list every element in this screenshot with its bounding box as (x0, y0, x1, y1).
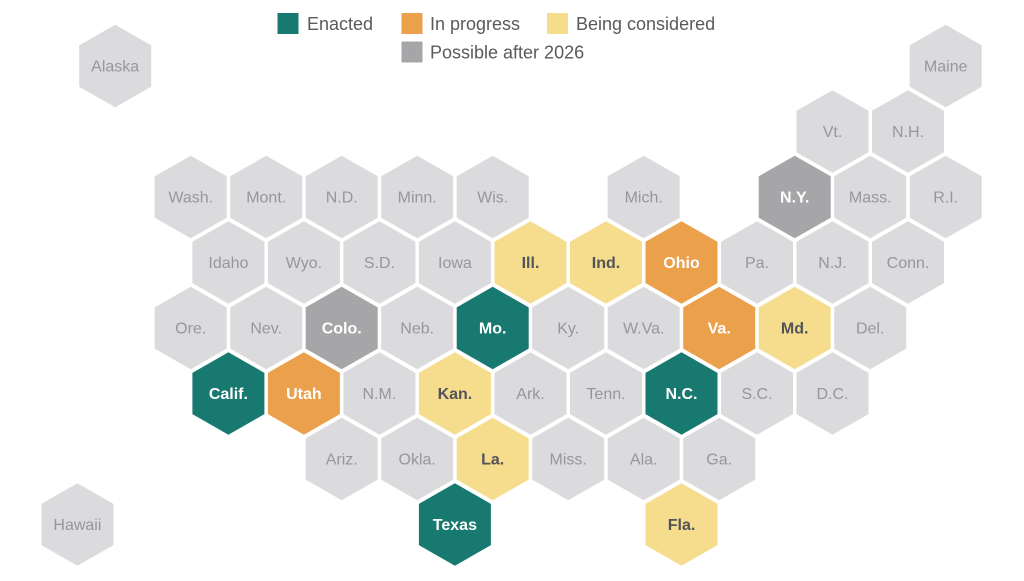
svg-text:Alaska: Alaska (91, 59, 139, 76)
svg-text:N.M.: N.M. (363, 386, 397, 403)
svg-text:N.C.: N.C. (666, 386, 698, 403)
svg-text:Utah: Utah (286, 386, 322, 403)
svg-text:Wash.: Wash. (168, 190, 213, 207)
svg-text:Possible after 2026: Possible after 2026 (430, 43, 584, 63)
svg-text:Okla.: Okla. (399, 452, 436, 469)
svg-text:Ark.: Ark. (516, 386, 544, 403)
svg-text:Hawaii: Hawaii (53, 517, 101, 534)
svg-text:Fla.: Fla. (668, 517, 696, 534)
svg-text:N.J.: N.J. (818, 255, 846, 272)
svg-text:S.C.: S.C. (741, 386, 772, 403)
svg-text:Nev.: Nev. (250, 321, 282, 338)
svg-text:Ore.: Ore. (175, 321, 206, 338)
svg-text:Ariz.: Ariz. (326, 452, 358, 469)
svg-text:N.D.: N.D. (326, 190, 358, 207)
svg-text:Miss.: Miss. (550, 452, 587, 469)
svg-text:Ky.: Ky. (557, 321, 579, 338)
svg-text:Kan.: Kan. (438, 386, 473, 403)
svg-text:Neb.: Neb. (400, 321, 434, 338)
svg-text:Ohio: Ohio (663, 255, 700, 272)
svg-text:Va.: Va. (708, 321, 731, 338)
svg-text:Ill.: Ill. (522, 255, 540, 272)
svg-text:Colo.: Colo. (322, 321, 362, 338)
svg-text:La.: La. (481, 452, 504, 469)
svg-text:D.C.: D.C. (817, 386, 849, 403)
svg-text:Mich.: Mich. (625, 190, 663, 207)
svg-text:Minn.: Minn. (398, 190, 437, 207)
svg-text:Idaho: Idaho (208, 255, 248, 272)
svg-text:Conn.: Conn. (887, 255, 930, 272)
svg-text:Wyo.: Wyo. (286, 255, 322, 272)
svg-text:Pa.: Pa. (745, 255, 769, 272)
svg-text:Enacted: Enacted (307, 14, 373, 34)
svg-text:Mo.: Mo. (479, 321, 507, 338)
svg-text:Tenn.: Tenn. (586, 386, 625, 403)
svg-text:Md.: Md. (781, 321, 809, 338)
svg-text:Being considered: Being considered (576, 14, 715, 34)
svg-text:In progress: In progress (430, 14, 520, 34)
svg-text:Del.: Del. (856, 321, 884, 338)
svg-text:Ala.: Ala. (630, 452, 658, 469)
svg-text:Wis.: Wis. (477, 190, 508, 207)
svg-text:Mont.: Mont. (246, 190, 286, 207)
svg-text:N.Y.: N.Y. (780, 190, 809, 207)
svg-text:Maine: Maine (924, 59, 968, 76)
svg-text:Calif.: Calif. (209, 386, 248, 403)
svg-text:Texas: Texas (433, 517, 477, 534)
svg-text:Mass.: Mass. (849, 190, 892, 207)
svg-text:R.I.: R.I. (933, 190, 958, 207)
svg-text:Vt.: Vt. (823, 124, 843, 141)
svg-text:Ga.: Ga. (706, 452, 732, 469)
svg-text:S.D.: S.D. (364, 255, 395, 272)
svg-text:Iowa: Iowa (438, 255, 472, 272)
svg-text:Ind.: Ind. (592, 255, 620, 272)
svg-text:W.Va.: W.Va. (623, 321, 665, 338)
svg-text:N.H.: N.H. (892, 124, 924, 141)
